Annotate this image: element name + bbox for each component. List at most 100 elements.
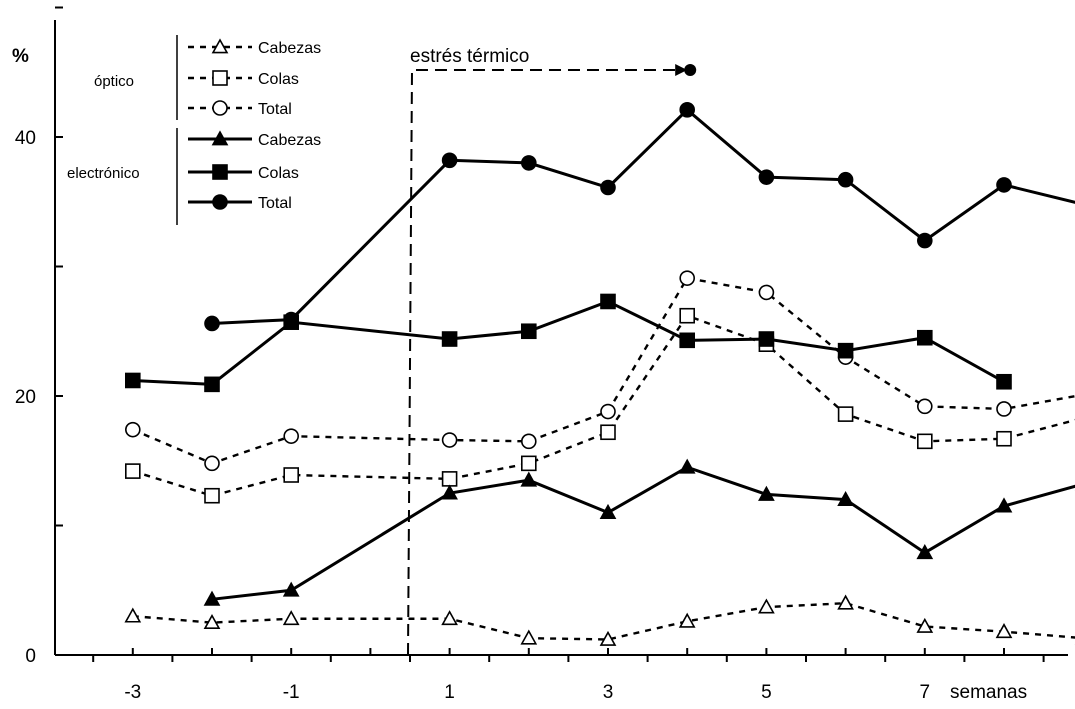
y-axis-label: % bbox=[12, 46, 29, 67]
data-point bbox=[916, 398, 933, 415]
legend-label: Colas bbox=[258, 165, 299, 182]
data-point bbox=[916, 232, 933, 249]
data-point bbox=[600, 179, 616, 196]
data-point bbox=[520, 433, 537, 450]
data-point bbox=[837, 490, 854, 506]
annotation-arrowhead bbox=[675, 64, 688, 76]
series-electronico-cabezas bbox=[203, 458, 1075, 606]
data-point bbox=[758, 284, 775, 301]
data-point bbox=[125, 463, 141, 479]
x-axis-label: semanas bbox=[950, 682, 1027, 703]
series-line bbox=[211, 107, 1075, 325]
data-point bbox=[282, 581, 300, 597]
series-optico-colas bbox=[125, 307, 1075, 504]
data-point bbox=[679, 270, 696, 286]
data-point bbox=[520, 455, 537, 472]
legend-group-optico: óptico bbox=[94, 73, 134, 90]
data-point bbox=[837, 171, 854, 188]
series-line bbox=[132, 276, 1075, 465]
data-point bbox=[600, 403, 616, 420]
x-tick-label: -3 bbox=[124, 682, 141, 703]
data-point bbox=[996, 373, 1012, 390]
series-line bbox=[132, 314, 1075, 497]
data-point bbox=[125, 372, 141, 389]
series-electronico-colas bbox=[125, 293, 1012, 393]
data-point bbox=[125, 421, 141, 438]
data-point bbox=[995, 497, 1013, 513]
data-point bbox=[203, 613, 221, 630]
legend-label: Colas bbox=[258, 71, 299, 88]
x-tick-label: 1 bbox=[444, 682, 455, 703]
x-tick-label: -1 bbox=[283, 682, 300, 703]
data-point bbox=[282, 610, 300, 626]
data-point bbox=[837, 342, 854, 359]
legend-entry-optico-colas: Colas bbox=[188, 70, 299, 88]
data-point bbox=[837, 406, 854, 422]
data-point bbox=[520, 323, 537, 340]
data-point bbox=[758, 331, 775, 347]
legend-entry-optico-total: Total bbox=[188, 100, 292, 118]
data-point bbox=[758, 485, 775, 501]
data-point bbox=[600, 293, 616, 310]
data-point bbox=[678, 612, 696, 628]
data-point bbox=[520, 155, 537, 171]
y-tick-label: 20 bbox=[15, 387, 36, 408]
series-line bbox=[211, 465, 1075, 601]
data-point bbox=[837, 594, 854, 610]
annotation-label: estrés térmico bbox=[410, 46, 529, 67]
series-line bbox=[132, 601, 1075, 641]
legend-marker bbox=[211, 38, 229, 54]
data-point bbox=[679, 102, 696, 118]
data-point bbox=[203, 590, 221, 606]
data-point bbox=[758, 598, 775, 614]
data-point bbox=[916, 329, 933, 346]
axes bbox=[54, 20, 1068, 656]
legend-marker bbox=[212, 194, 228, 210]
legend: Cabezas Colas Total Cabezas Colas Total óptico… bbox=[67, 35, 321, 225]
data-point bbox=[916, 617, 934, 633]
y-tick-label: 0 bbox=[25, 646, 36, 667]
data-point bbox=[204, 455, 220, 472]
data-point bbox=[124, 607, 142, 623]
data-point bbox=[441, 432, 458, 448]
data-point bbox=[758, 169, 775, 185]
legend-marker bbox=[212, 70, 228, 86]
data-point bbox=[996, 401, 1012, 417]
legend-label: Total bbox=[258, 101, 292, 118]
legend-marker bbox=[212, 100, 228, 116]
data-point bbox=[441, 484, 458, 500]
x-tick-label: 5 bbox=[761, 682, 772, 703]
legend-marker bbox=[211, 130, 229, 146]
data-point bbox=[996, 177, 1012, 193]
legend-marker bbox=[212, 164, 228, 180]
legend-entry-electronico-colas: Colas bbox=[188, 164, 299, 182]
legend-entry-electronico-cabezas: Cabezas bbox=[188, 130, 321, 149]
annotation-bracket bbox=[407, 69, 688, 656]
data-point bbox=[916, 544, 934, 560]
y-tick-label: 40 bbox=[15, 128, 36, 149]
legend-entry-electronico-total: Total bbox=[188, 194, 292, 212]
annotation-end-dot bbox=[684, 64, 697, 76]
data-point bbox=[678, 458, 696, 474]
data-point bbox=[520, 471, 538, 487]
legend-label: Cabezas bbox=[258, 132, 321, 149]
data-point bbox=[996, 430, 1012, 447]
series-optico-cabezas bbox=[124, 594, 1075, 646]
stress-annotation: estrés térmico bbox=[407, 46, 697, 656]
legend-entry-optico-cabezas: Cabezas bbox=[188, 38, 321, 57]
ticks: -3 -1 1 3 5 7 0 20 40 bbox=[15, 6, 1045, 703]
data-point bbox=[679, 307, 696, 324]
series-optico-total bbox=[125, 270, 1075, 472]
data-point bbox=[599, 503, 617, 519]
data-point bbox=[995, 623, 1013, 639]
data-point bbox=[916, 433, 933, 450]
x-tick-label: 7 bbox=[920, 682, 931, 703]
data-point bbox=[520, 629, 538, 645]
data-point bbox=[204, 487, 220, 504]
data-point bbox=[441, 610, 458, 626]
x-tick-label: 3 bbox=[603, 682, 614, 703]
data-point bbox=[283, 311, 300, 328]
data-point bbox=[283, 428, 300, 444]
legend-label: Cabezas bbox=[258, 40, 321, 57]
